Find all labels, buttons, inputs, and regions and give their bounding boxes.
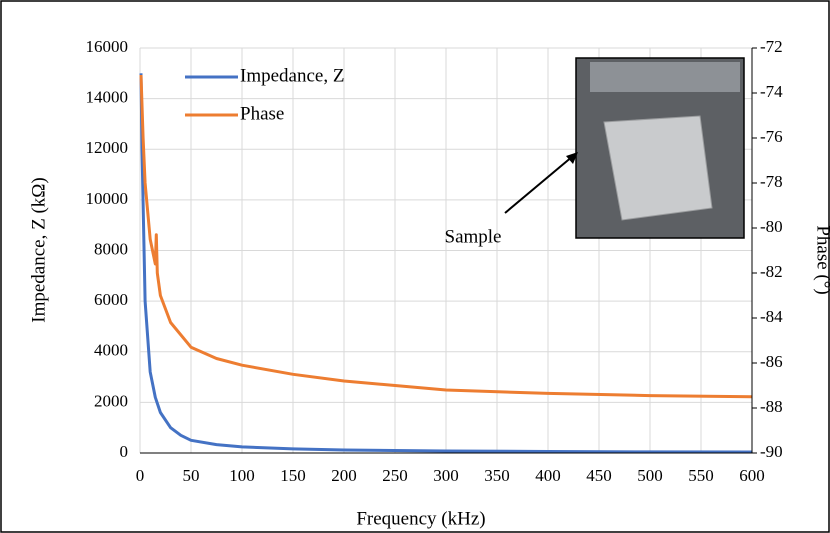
- y2-tick-label: -76: [760, 127, 783, 146]
- x-tick-label: 600: [739, 466, 765, 485]
- x-tick-label: 150: [280, 466, 306, 485]
- y2-tick-label: -72: [760, 37, 783, 56]
- arrow-head: [566, 152, 578, 164]
- y2-tick-label: -86: [760, 352, 783, 371]
- x-tick-label: 250: [382, 466, 408, 485]
- y2-tick-label: -74: [760, 82, 783, 101]
- y-tick-label: 6000: [94, 290, 128, 309]
- y-axis-label: Impedance, Z (kΩ): [28, 177, 49, 322]
- legend-label: Impedance, Z: [240, 65, 344, 86]
- x-tick-label: 550: [688, 466, 714, 485]
- y-tick-label: 0: [120, 442, 129, 461]
- x-tick-label: 0: [136, 466, 145, 485]
- x-tick-label: 300: [433, 466, 459, 485]
- y-tick-label: 4000: [94, 341, 128, 360]
- annotation-arrow: [504, 155, 574, 214]
- y2-axis-label: Phase (°): [813, 225, 830, 294]
- y-tick-label: 2000: [94, 391, 128, 410]
- y-tick-label: 12000: [86, 138, 129, 157]
- y-tick-label: 10000: [86, 189, 129, 208]
- data-line: [139, 74, 753, 399]
- annotation: Sample: [445, 226, 502, 247]
- photo-tray: [590, 62, 740, 92]
- x-tick-label: 500: [637, 466, 663, 485]
- x-tick-label: 400: [535, 466, 561, 485]
- x-tick-label: 350: [484, 466, 510, 485]
- y2-tick-label: -80: [760, 217, 783, 236]
- x-axis-label: Frequency (kHz): [356, 508, 485, 529]
- y-tick-label: 16000: [86, 37, 129, 56]
- photo-sample: [603, 115, 713, 221]
- legend-label: Phase: [240, 103, 284, 124]
- data-line: [139, 73, 753, 454]
- y2-tick-label: -78: [760, 172, 783, 191]
- x-tick-label: 50: [183, 466, 200, 485]
- y2-tick-label: -88: [760, 397, 783, 416]
- y-tick-label: 8000: [94, 239, 128, 258]
- y2-tick-label: -82: [760, 262, 783, 281]
- inset-photo: [575, 57, 745, 239]
- x-tick-label: 450: [586, 466, 612, 485]
- y-tick-label: 14000: [86, 88, 129, 107]
- x-tick-label: 100: [229, 466, 255, 485]
- y2-tick-label: -84: [760, 307, 783, 326]
- x-tick-label: 200: [331, 466, 357, 485]
- y2-tick-label: -90: [760, 442, 783, 461]
